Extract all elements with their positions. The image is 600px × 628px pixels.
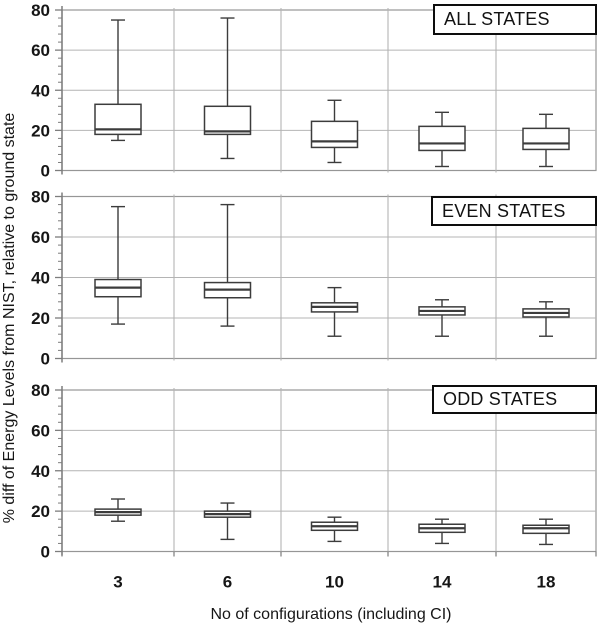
- x-axis-title: No of configurations (including CI): [210, 606, 451, 623]
- box-whisker-even-states-3: [94, 205, 142, 325]
- box-whisker-all-states-6: [203, 17, 252, 160]
- x-tick-label: 10: [325, 573, 344, 592]
- box-whisker-odd-states-3: [94, 498, 142, 522]
- y-tick-label: 40: [31, 269, 50, 288]
- x-tick-label: 6: [223, 573, 232, 592]
- box-whisker-odd-states-6: [203, 502, 252, 541]
- box-whisker-all-states-3: [94, 19, 142, 142]
- panel-label-all-states: ALL STATES: [433, 4, 597, 35]
- panel-label-odd-states: ODD STATES: [432, 385, 597, 414]
- box-whisker-even-states-10: [310, 286, 359, 337]
- panel-1: 0 20 40 60 80: [31, 188, 597, 369]
- y-tick-label: 0: [41, 162, 50, 181]
- x-tick-label: 14: [433, 573, 452, 592]
- panels-group: 0 20 40 60 80 0 20 40 60 80 0 20 40 60 80 3 6 10 14 18: [31, 1, 597, 592]
- y-tick-label: 0: [41, 543, 50, 562]
- y-tick-label: 40: [31, 81, 50, 100]
- y-tick-label: 60: [31, 228, 50, 247]
- panel-0: 0 20 40 60 80: [31, 1, 597, 181]
- x-tick-label: 3: [113, 573, 122, 592]
- box-whisker-odd-states-10: [310, 516, 359, 543]
- y-tick-label: 80: [31, 1, 50, 20]
- panel-2: 0 20 40 60 80 3 6 10 14 18: [31, 381, 597, 592]
- box-whisker-odd-states-14: [418, 518, 466, 545]
- box-whisker-odd-states-18: [522, 518, 570, 546]
- y-tick-label: 0: [41, 350, 50, 369]
- x-tick-label: 18: [537, 573, 556, 592]
- box-whisker-even-states-14: [418, 299, 466, 337]
- box-whisker-even-states-18: [522, 301, 570, 337]
- y-tick-label: 20: [31, 502, 50, 521]
- y-tick-label: 60: [31, 421, 50, 440]
- y-axis-title: % diff of Energy Levels from NIST, relat…: [1, 113, 18, 524]
- box-whisker-even-states-6: [203, 203, 252, 327]
- y-tick-label: 20: [31, 309, 50, 328]
- y-tick-label: 80: [31, 188, 50, 207]
- box-whisker-all-states-14: [418, 111, 466, 168]
- box-whisker-all-states-10: [310, 99, 359, 164]
- y-tick-label: 80: [31, 381, 50, 400]
- panel-label-even-states: EVEN STATES: [431, 196, 597, 226]
- y-tick-label: 20: [31, 121, 50, 140]
- box-whisker-all-states-18: [522, 113, 570, 168]
- y-tick-label: 40: [31, 462, 50, 481]
- y-tick-label: 60: [31, 41, 50, 60]
